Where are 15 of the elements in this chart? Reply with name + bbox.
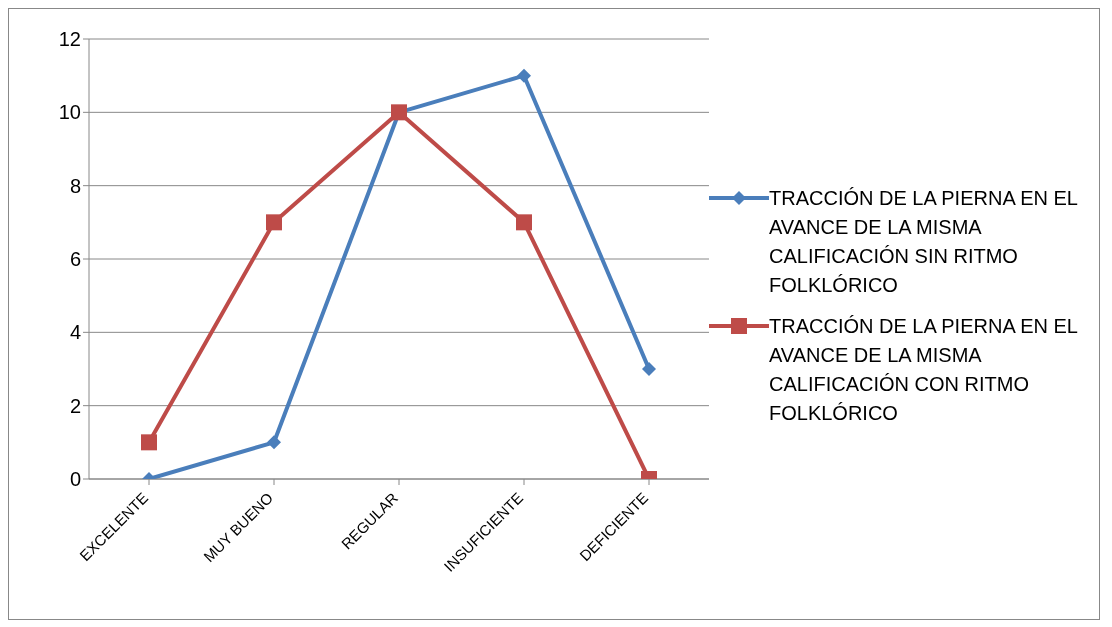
y-tick-label: 2 [69,394,81,417]
y-tick-label: 0 [69,468,81,491]
point [642,362,656,376]
y-tick-label: 12 [58,28,81,51]
y-tick-label: 10 [58,101,81,124]
y-tick-label: 6 [69,248,81,271]
point [266,214,282,231]
legend-label: TRACCIÓN DE LA PIERNA EN EL AVANCE DE LA MISMA CALIFICACIÓN SIN RITMO FOLKLÓRICO [769,186,1079,298]
point [517,68,531,83]
y-tick-label: 4 [69,321,81,344]
point [516,214,532,231]
legend-label: TRACCIÓN DE LA PIERNA EN EL AVANCE DE LA MISMA CALIFICACIÓN CON RITMO FOLKLÓRICO [769,314,1079,426]
point [267,435,281,450]
point [141,434,157,451]
y-tick-label: 8 [69,174,81,197]
